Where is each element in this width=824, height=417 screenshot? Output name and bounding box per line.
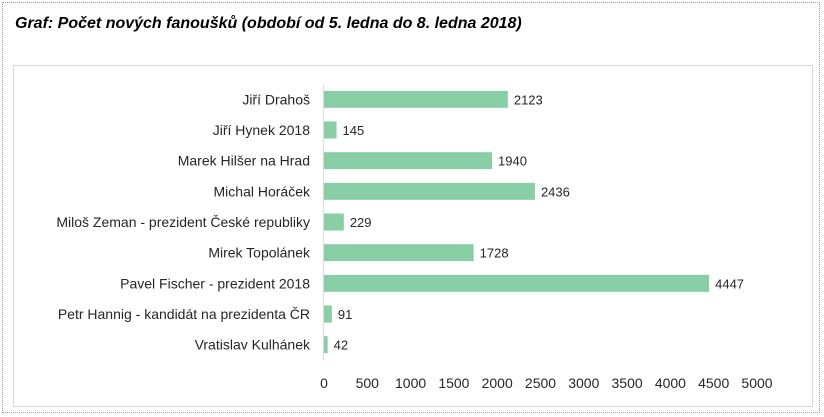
bar-2 — [324, 152, 493, 170]
x-tick-label-3: 1500 — [438, 375, 469, 391]
bar-1 — [324, 121, 337, 139]
chart-caption: Graf: Počet nových fanoušků (období od 5… — [15, 15, 522, 32]
x-tick-label-1: 500 — [356, 375, 380, 391]
x-tick-label-4: 2000 — [482, 375, 513, 391]
plot-area-border — [13, 65, 813, 407]
x-tick-label-0: 0 — [320, 375, 328, 391]
data-label-6: 4447 — [715, 276, 744, 291]
data-label-8: 42 — [334, 338, 348, 353]
x-tick-label-8: 4000 — [655, 375, 686, 391]
data-label-5: 1728 — [480, 246, 509, 261]
data-label-7: 91 — [338, 307, 352, 322]
x-tick-label-6: 3000 — [568, 375, 599, 391]
data-label-2: 1940 — [498, 154, 527, 169]
chart-frame: Graf: Počet nových fanoušků (období od 5… — [2, 2, 820, 413]
category-label-7: Petr Hannig - kandidát na prezidenta ČR — [58, 306, 310, 322]
data-label-1: 145 — [343, 123, 365, 138]
category-label-6: Pavel Fischer - prezident 2018 — [120, 275, 310, 291]
category-label-4: Miloš Zeman - prezident České republiky — [56, 214, 310, 230]
category-label-1: Jiří Hynek 2018 — [213, 122, 310, 138]
x-tick-label-10: 5000 — [741, 375, 772, 391]
category-label-3: Michal Horáček — [214, 183, 311, 199]
bar-8 — [324, 336, 328, 354]
bar-7 — [324, 305, 332, 323]
x-tick-label-5: 2500 — [525, 375, 556, 391]
bar-4 — [324, 213, 344, 231]
bar-0 — [324, 90, 508, 108]
category-label-8: Vratislav Kulhánek — [195, 337, 311, 353]
bar-6 — [324, 274, 710, 292]
bar-3 — [324, 182, 535, 200]
x-tick-label-2: 1000 — [395, 375, 426, 391]
bar-5 — [324, 244, 474, 262]
x-tick-label-9: 4500 — [698, 375, 729, 391]
data-label-4: 229 — [350, 215, 372, 230]
category-label-5: Mirek Topolánek — [208, 245, 311, 261]
category-label-0: Jiří Drahoš — [242, 91, 310, 107]
x-tick-label-7: 3500 — [612, 375, 643, 391]
data-label-3: 2436 — [541, 184, 570, 199]
category-label-2: Marek Hilšer na Hrad — [178, 153, 310, 169]
data-label-0: 2123 — [514, 92, 543, 107]
